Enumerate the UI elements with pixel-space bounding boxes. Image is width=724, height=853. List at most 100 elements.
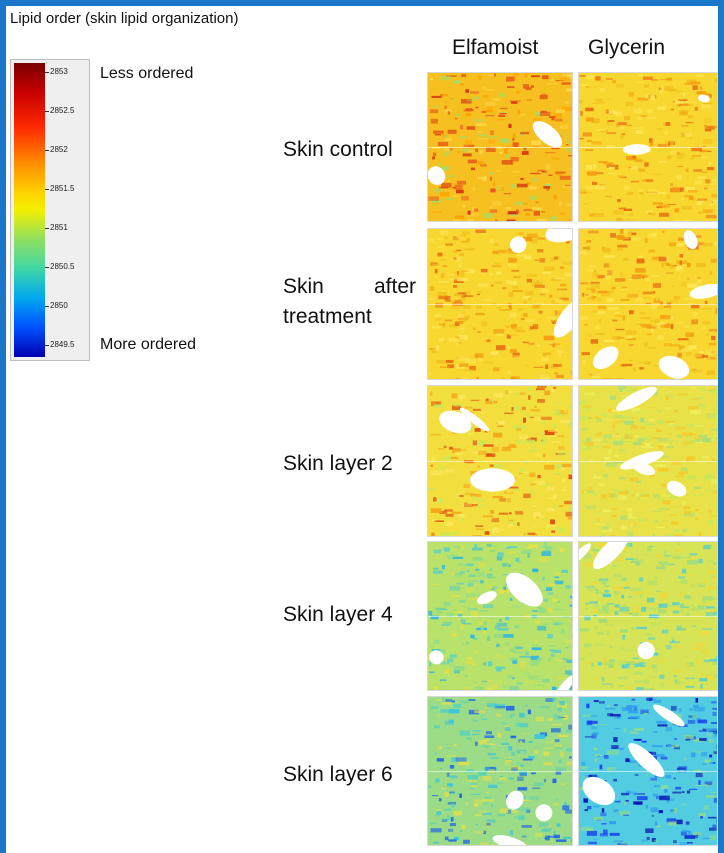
heatmap-speckle	[439, 649, 446, 654]
heatmap-speckle	[611, 435, 623, 438]
heatmap-speckle	[605, 419, 612, 421]
heatmap-speckle	[546, 587, 553, 591]
heatmap-speckle	[453, 666, 465, 671]
heatmap-speckle	[454, 118, 458, 120]
heatmap-speckle	[450, 148, 453, 151]
heatmap-speckle	[606, 98, 611, 100]
heatmap-speckle	[452, 218, 461, 221]
heatmap-speckle	[511, 751, 516, 756]
heatmap-speckle	[493, 401, 498, 404]
heatmap-speckle	[477, 465, 480, 468]
heatmap-speckle	[534, 284, 545, 288]
heatmap-speckle	[648, 138, 653, 143]
heatmap-speckle	[635, 480, 642, 484]
heatmap-speckle	[601, 291, 612, 297]
heatmap-speckle	[681, 470, 688, 475]
heatmap-speckle	[506, 390, 514, 393]
heatmap-speckle	[691, 155, 702, 157]
heatmap-speckle	[638, 443, 645, 446]
heatmap-speckle	[663, 306, 672, 308]
heatmap-speckle	[665, 533, 675, 536]
heatmap-speckle	[713, 125, 717, 128]
heatmap-speckle	[592, 273, 599, 278]
heatmap-speckle	[565, 585, 571, 589]
heatmap-speckle	[456, 582, 465, 585]
heatmap-speckle	[516, 646, 523, 650]
heatmap-speckle	[697, 279, 702, 284]
heatmap-speckle	[481, 321, 487, 327]
heatmap-speckle	[706, 188, 716, 190]
heatmap-speckle	[683, 663, 691, 668]
heatmap-speckle	[582, 359, 586, 365]
heatmap-speckle	[490, 510, 494, 514]
heatmap-speckle	[589, 213, 595, 217]
heatmap-speckle	[560, 283, 567, 287]
heatmap-speckle	[463, 687, 470, 690]
heatmap-speckle	[428, 372, 432, 375]
heatmap-speckle	[600, 527, 607, 530]
heatmap-speckle	[563, 836, 571, 839]
heatmap-speckle	[658, 205, 670, 208]
heatmap-speckle	[653, 173, 663, 175]
heatmap-speckle	[695, 698, 699, 703]
heatmap-void	[620, 451, 664, 470]
heatmap-speckle	[652, 745, 663, 748]
heatmap-speckle	[430, 433, 441, 436]
heatmap-speckle	[676, 152, 680, 155]
heatmap-speckle	[703, 579, 707, 584]
heatmap-speckle	[496, 170, 501, 172]
heatmap-speckle	[525, 436, 531, 440]
heatmap-speckle	[496, 643, 500, 648]
heatmap-speckle	[470, 783, 477, 786]
heatmap-speckle	[480, 164, 487, 167]
heatmap-speckle	[436, 699, 442, 701]
heatmap-speckle	[515, 722, 524, 728]
heatmap-speckle	[716, 353, 717, 356]
heatmap-speckle	[635, 492, 640, 497]
heatmap-speckle	[460, 136, 467, 138]
heatmap-speckle	[623, 611, 629, 614]
heatmap-speckle	[457, 299, 466, 301]
heatmap-speckle	[513, 424, 519, 430]
heatmap-speckle	[709, 94, 712, 99]
heatmap-speckle	[549, 662, 553, 666]
heatmap-speckle	[501, 722, 508, 724]
heatmap-speckle	[704, 781, 713, 786]
heatmap-speckle	[606, 290, 614, 293]
heatmap-speckle	[591, 118, 600, 124]
heatmap-speckle	[588, 774, 598, 778]
heatmap-speckle	[559, 528, 565, 533]
heatmap-speckle	[684, 325, 690, 328]
heatmap-speckle	[467, 587, 473, 593]
heatmap-speckle	[579, 189, 587, 194]
heatmap-speckle	[505, 154, 509, 158]
heatmap-speckle	[689, 553, 698, 556]
heatmap-speckle	[499, 776, 507, 781]
heatmap-speckle	[497, 110, 501, 112]
heatmap-speckle	[530, 238, 538, 244]
heatmap-speckle	[632, 127, 644, 129]
heatmap-speckle	[615, 461, 624, 464]
heatmap-speckle	[551, 216, 556, 221]
heatmap-speckle	[463, 839, 470, 844]
heatmap-speckle	[465, 291, 471, 294]
heatmap-speckle	[489, 272, 494, 276]
heatmap-speckle	[615, 604, 625, 608]
heatmap-speckle	[647, 751, 657, 755]
heatmap-speckle	[706, 214, 717, 219]
heatmap-speckle	[539, 170, 547, 173]
heatmap-speckle	[565, 647, 569, 649]
heatmap-speckle	[445, 699, 453, 702]
heatmap-speckle	[430, 508, 442, 513]
heatmap-speckle	[541, 546, 553, 551]
heatmap-speckle	[512, 170, 520, 173]
heatmap-speckle	[605, 78, 613, 80]
heatmap-speckle	[435, 317, 442, 321]
heatmap-speckle	[547, 525, 556, 528]
heatmap-speckle	[621, 594, 625, 599]
heatmap-speckle	[661, 495, 670, 497]
heatmap-speckle	[434, 781, 439, 784]
heatmap-speckle	[696, 439, 701, 442]
heatmap-speckle	[705, 350, 712, 355]
heatmap-speckle	[601, 683, 613, 685]
